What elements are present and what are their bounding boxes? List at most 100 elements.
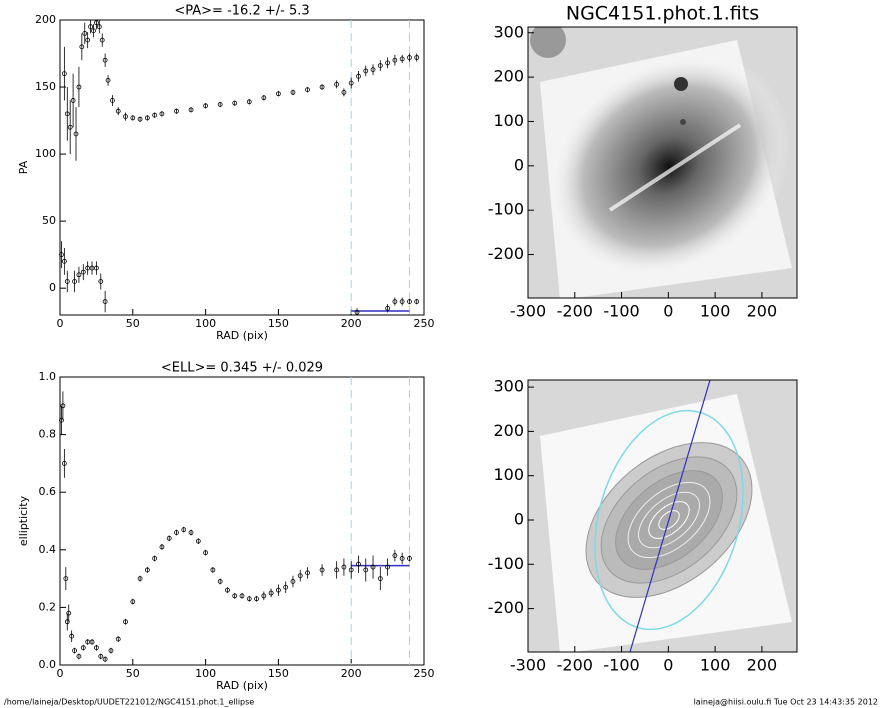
data-point [144,567,150,573]
data-point [144,115,150,121]
data-point [217,102,223,107]
y-tick-label: 1.0 [39,370,57,383]
x-axis-label: RAD (pix) [216,329,268,342]
data-point [392,299,398,304]
x-tick-label: 50 [126,317,140,330]
x-axis-label: RAD (pix) [216,679,268,692]
data-point [96,24,102,30]
data-point [174,108,179,114]
data-point [399,56,405,62]
y-tick-label: 0 [514,509,524,528]
x-tick-label: 150 [268,317,289,330]
x-tick-label: 0 [663,656,673,675]
x-tick-label: 200 [747,302,778,321]
data-point [159,544,165,550]
footer-right: laineja@hiisi.oulu.fi Tue Oct 23 14:43:3… [694,698,878,707]
data-point [102,299,108,304]
x-tick-label: 0 [663,302,673,321]
data-point [414,299,420,304]
data-point [80,269,86,275]
data-point [334,81,340,87]
data-point [188,530,194,535]
data-point [188,107,194,113]
x-tick-label: -300 [510,302,546,321]
data-point [232,593,238,599]
y-tick-label: 0 [514,155,524,174]
data-point [377,576,383,581]
data-point [123,114,128,119]
y-tick-label: -100 [488,200,524,219]
data-point [64,279,70,284]
y-tick-label: 150 [35,80,56,93]
y-tick-label: 0.0 [39,658,57,671]
data-point [137,576,143,581]
data-point [407,55,412,60]
data-point [110,98,115,103]
data-point [72,648,77,653]
y-tick-label: 100 [493,111,524,130]
data-point [275,91,281,97]
data-point [385,60,391,66]
data-point [290,90,296,95]
data-point [377,63,383,68]
y-tick-label: -200 [488,598,524,617]
x-tick-label: 200 [341,667,362,680]
galaxy-image [528,27,797,298]
x-tick-label: 250 [414,667,435,680]
data-point [414,55,420,60]
data-point [319,84,325,90]
y-tick-label: 300 [493,377,524,396]
plot-frame [59,19,425,316]
x-tick-label: 0 [57,317,64,330]
data-point [72,279,77,284]
data-point [363,68,369,74]
plot-frame [527,26,798,299]
y-tick-label: 300 [493,22,524,41]
data-point [61,460,67,466]
data-point [341,90,347,95]
data-point [217,579,223,584]
data-point [94,20,99,26]
x-tick-label: 200 [747,656,778,675]
x-tick-label: 100 [700,302,731,321]
y-tick-label: 0.8 [39,428,57,441]
y-tick-label: 0.2 [39,600,57,613]
x-tick-label: 200 [341,317,362,330]
plot-frame [527,379,798,653]
data-point [115,636,121,642]
data-point [66,610,72,616]
galaxy-contours [528,380,797,652]
data-point [174,530,179,535]
data-point [203,550,209,556]
x-tick-label: -200 [557,656,593,675]
x-tick-label: -300 [510,656,546,675]
y-tick-label: 50 [42,214,56,227]
data-point [98,653,104,659]
data-point [85,37,91,43]
data-point [166,535,172,541]
x-tick-label: 100 [195,317,216,330]
y-tick-label: -100 [488,554,524,573]
data-point [407,299,412,304]
data-point [305,87,310,93]
data-point [152,556,158,561]
data-point [246,99,252,105]
data-point [63,576,69,581]
data-point [69,633,75,639]
y-tick-label: 200 [35,13,56,26]
data-point [305,570,310,576]
data-point [61,258,67,264]
data-point [76,272,82,278]
data-point [348,80,354,86]
data-point [108,648,114,653]
data-point [89,639,95,645]
chart-title: <ELL>= 0.345 +/- 0.029 [161,361,323,376]
data-point [130,599,136,605]
data-point [261,593,267,599]
data-point [356,561,361,567]
data-point [348,567,354,573]
data-point [159,111,165,117]
footer-left: /home/laineja/Desktop/UUDET221012/NGC415… [4,698,254,707]
data-point [94,645,99,651]
y-tick-label: 200 [493,67,524,86]
